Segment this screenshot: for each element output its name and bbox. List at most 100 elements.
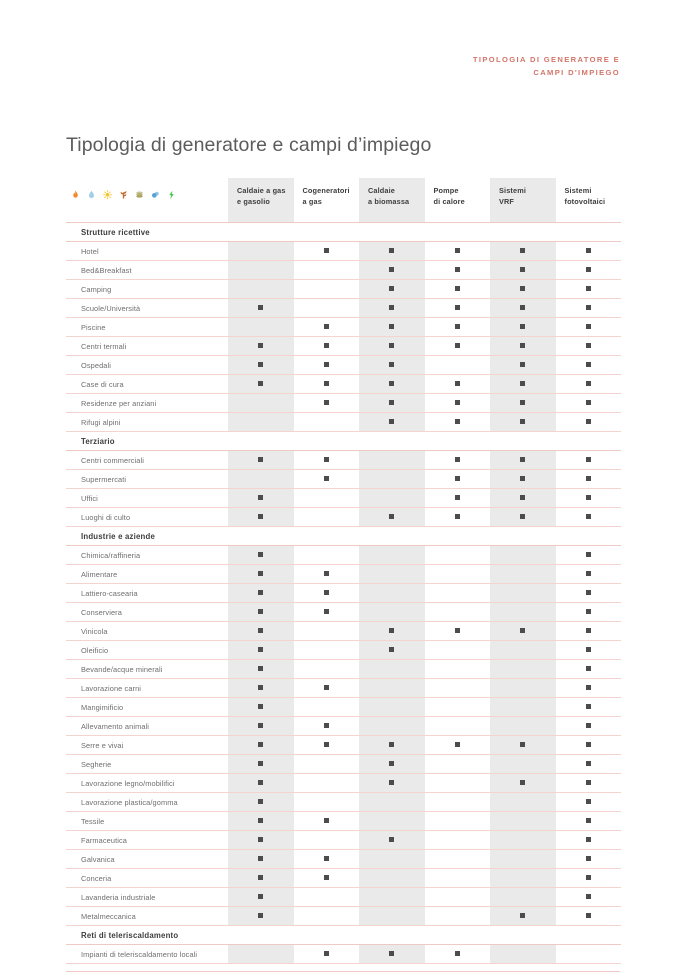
marker-square-icon xyxy=(454,267,460,273)
row-label: Farmaceutica xyxy=(66,830,228,850)
section-header-spacer-cell xyxy=(424,526,490,546)
cell-marked xyxy=(228,887,294,907)
table-row[interactable]: Farmaceutica xyxy=(66,830,621,850)
marker-square-icon xyxy=(323,457,329,463)
table-row[interactable]: Allevamento animali xyxy=(66,716,621,736)
cell-marked xyxy=(424,412,490,432)
table-row[interactable]: Chimica/raffineria xyxy=(66,545,621,565)
table-row[interactable]: Tessile xyxy=(66,811,621,831)
table-row[interactable]: Lavorazione carni xyxy=(66,678,621,698)
row-label: Conceria xyxy=(66,868,228,888)
table-row[interactable]: Lattiero-casearia xyxy=(66,583,621,603)
cell-marked xyxy=(293,469,359,489)
cell-empty xyxy=(424,811,490,831)
table-row[interactable]: Conceria xyxy=(66,868,621,888)
table-row[interactable]: Oleificio xyxy=(66,640,621,660)
table-row[interactable]: Centri commerciali xyxy=(66,450,621,470)
row-label: Luoghi di culto xyxy=(66,507,228,527)
cell-empty xyxy=(490,811,556,831)
table-row[interactable]: Hotel xyxy=(66,241,621,261)
cell-empty xyxy=(359,450,425,470)
cell-empty xyxy=(359,583,425,603)
marker-square-icon xyxy=(520,267,526,273)
section-header-spacer-cell xyxy=(490,526,556,546)
table-row[interactable]: Case di cura xyxy=(66,374,621,394)
marker-square-icon xyxy=(389,837,395,843)
cell-marked xyxy=(424,298,490,318)
cell-marked xyxy=(228,602,294,622)
table-row[interactable]: Scuole/Università xyxy=(66,298,621,318)
cell-marked xyxy=(555,279,621,299)
table-row[interactable]: Centri termali xyxy=(66,336,621,356)
table-row[interactable]: Segherie xyxy=(66,754,621,774)
table-row[interactable]: Metalmeccanica xyxy=(66,906,621,926)
marker-square-icon xyxy=(258,875,264,881)
table-row[interactable]: Mangimificio xyxy=(66,697,621,717)
marker-square-icon xyxy=(520,286,526,292)
column-header-line-1: Sistemi xyxy=(499,186,527,195)
section-header-spacer-cell xyxy=(293,925,359,945)
cell-marked xyxy=(359,830,425,850)
table-row[interactable]: Conserviera xyxy=(66,602,621,622)
table-row[interactable]: Piscine xyxy=(66,317,621,337)
table-row[interactable]: Vinicola xyxy=(66,621,621,641)
column-header-6: Sistemi fotovoltaici xyxy=(555,178,621,223)
lightning-icon xyxy=(167,190,176,204)
table-row[interactable]: Lavorazione plastica/gomma xyxy=(66,792,621,812)
marker-square-icon xyxy=(520,381,526,387)
table-row[interactable]: Supermercati xyxy=(66,469,621,489)
sun-icon xyxy=(103,190,112,204)
cell-marked xyxy=(228,792,294,812)
cell-empty xyxy=(424,906,490,926)
marker-square-icon xyxy=(520,457,526,463)
cell-marked xyxy=(490,450,556,470)
table-row[interactable]: Residenze per anziani xyxy=(66,393,621,413)
row-label: Chimica/raffineria xyxy=(66,545,228,565)
table-row[interactable]: Bed&Breakfast xyxy=(66,260,621,280)
table-row[interactable]: Luoghi di culto xyxy=(66,507,621,527)
row-label: Segherie xyxy=(66,754,228,774)
row-label: Lavorazione legno/mobilifici xyxy=(66,773,228,793)
table-row[interactable]: Impianti di teleriscaldamento locali xyxy=(66,944,621,964)
table-row[interactable]: Lavanderia industriale xyxy=(66,887,621,907)
marker-square-icon xyxy=(520,248,526,254)
cell-empty xyxy=(359,488,425,508)
marker-square-icon xyxy=(454,324,460,330)
cell-marked xyxy=(293,393,359,413)
table-row[interactable]: Rifugi alpini xyxy=(66,412,621,432)
table-row[interactable]: Ospedali xyxy=(66,355,621,375)
marker-square-icon xyxy=(389,780,395,786)
table-row[interactable]: Serre e vivai xyxy=(66,735,621,755)
cell-marked xyxy=(228,545,294,565)
cell-marked xyxy=(490,317,556,337)
cell-marked xyxy=(293,450,359,470)
section-header-spacer-cell xyxy=(555,222,621,242)
table-row[interactable]: Uffici xyxy=(66,488,621,508)
cell-marked xyxy=(555,811,621,831)
table-row[interactable]: Alimentare xyxy=(66,564,621,584)
cell-empty xyxy=(228,241,294,261)
cell-marked xyxy=(359,393,425,413)
marker-square-icon xyxy=(389,362,395,368)
cell-marked xyxy=(228,659,294,679)
section-title: Strutture ricettive xyxy=(66,222,228,242)
cell-empty xyxy=(293,906,359,926)
cell-marked xyxy=(228,754,294,774)
table-row[interactable]: Galvanica xyxy=(66,849,621,869)
cell-marked xyxy=(359,355,425,375)
cell-marked xyxy=(228,716,294,736)
table-row[interactable]: Bevande/acque minerali xyxy=(66,659,621,679)
cell-empty xyxy=(424,602,490,622)
marker-square-icon xyxy=(258,742,264,748)
marker-square-icon xyxy=(323,951,329,957)
table-row[interactable]: Lavorazione legno/mobilifici xyxy=(66,773,621,793)
marker-square-icon xyxy=(585,799,591,805)
marker-square-icon xyxy=(454,248,460,254)
cell-marked xyxy=(359,336,425,356)
marker-square-icon xyxy=(258,362,264,368)
cell-marked xyxy=(293,336,359,356)
cell-marked xyxy=(228,450,294,470)
table-row[interactable]: Camping xyxy=(66,279,621,299)
cell-marked xyxy=(490,298,556,318)
column-header-line-1: Caldaie xyxy=(368,186,396,195)
